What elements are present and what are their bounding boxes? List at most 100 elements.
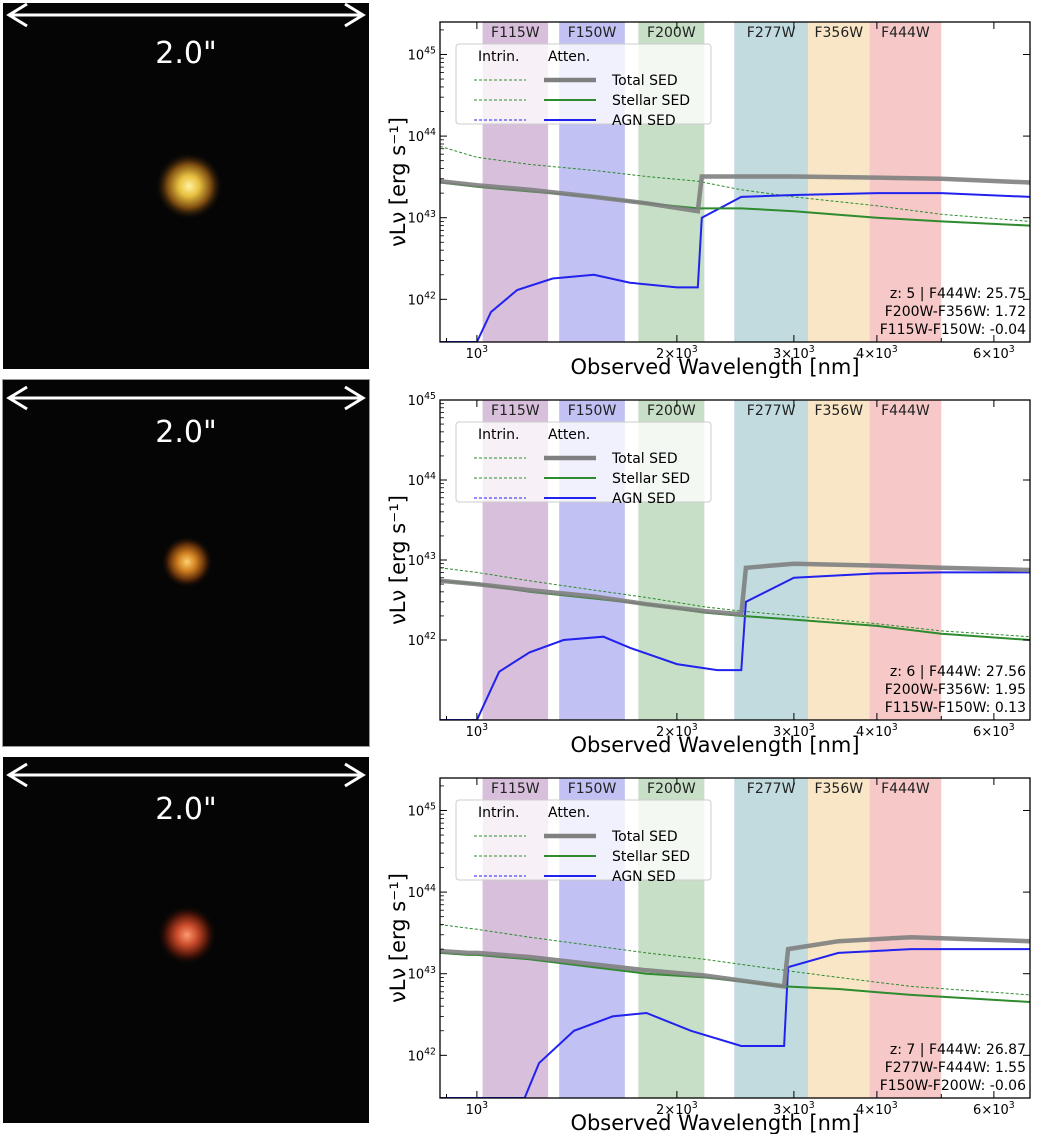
series-total-sed-attenuated: [440, 934, 1030, 989]
x-tick-label: 4×103: [856, 1100, 898, 1118]
scale-label: 2.0": [155, 36, 217, 71]
y-tick-label: 1043: [408, 551, 436, 569]
x-tick-label: 2×103: [656, 722, 698, 740]
legend: Intrin. Atten. Total SED Stellar SED AGN SED: [455, 799, 712, 885]
filter-label-f150w: F150W: [568, 403, 617, 419]
x-tick-label: 103: [466, 722, 489, 740]
annotation-line: z: 6 | F444W: 27.56: [890, 664, 1026, 680]
y-tick-label: 1043: [408, 209, 436, 227]
filter-band-f356w: [807, 400, 870, 720]
filter-band-f356w: [807, 22, 870, 342]
legend-box: [455, 421, 712, 503]
sed-chart: F115W F150W F200W F277W F356W F444W 103 2×103 3×…: [386, 777, 1031, 1134]
x-axis-label: Observed Wavelength [nm]: [570, 355, 859, 378]
annotation-line: F277W-F444W: 1.55: [885, 1060, 1026, 1076]
x-tick-label: 4×103: [856, 344, 898, 362]
filter-label-f150w: F150W: [568, 781, 617, 797]
filter-label-f200w: F200W: [647, 781, 696, 797]
legend-header-intrinsic: Intrin.: [478, 805, 519, 821]
filter-label-f356w: F356W: [814, 781, 863, 797]
annotation-line: F150W-F200W: -0.06: [880, 1078, 1026, 1094]
x-tick-label: 2×103: [656, 344, 698, 362]
annotation-line: F115W-F150W: 0.13: [885, 700, 1026, 716]
filter-band-f277w: [734, 22, 808, 342]
x-tick-label: 3×103: [773, 1100, 815, 1118]
legend-label: Stellar SED: [612, 849, 690, 865]
y-tick-label: 1044: [408, 883, 436, 901]
source-blob: [157, 905, 217, 965]
y-tick-label: 1045: [408, 802, 436, 820]
filter-label-f356w: F356W: [814, 25, 863, 41]
x-tick-label: 103: [466, 1100, 489, 1118]
scale-arrow: [6, 385, 366, 411]
filter-label-f200w: F200W: [647, 25, 696, 41]
plot-frame: [439, 777, 1031, 1099]
filter-label-f356w: F356W: [814, 403, 863, 419]
cutout-image-z7: 2.0": [3, 757, 369, 1123]
annotation-line: z: 7 | F444W: 26.87: [890, 1042, 1026, 1058]
sed-chart: F115W F150W F200W F277W F356W F444W 103 2×103 3×…: [386, 391, 1031, 756]
legend: Intrin. Atten. Total SED Stellar SED AGN SED: [455, 421, 712, 507]
legend-label: AGN SED: [612, 113, 676, 129]
legend-label: Total SED: [611, 451, 678, 467]
source-blob: [155, 152, 223, 220]
cutout-image-z6: 2.0": [2, 379, 370, 747]
series-agn-sed-attenuated: [440, 948, 1030, 1098]
filter-label-f200w: F200W: [647, 403, 696, 419]
legend-box: [455, 799, 712, 881]
annotation-line: F200W-F356W: 1.72: [885, 304, 1026, 320]
series-group: [440, 561, 1030, 720]
x-tick-label: 2×103: [656, 1100, 698, 1118]
y-axis-label: νLν [erg s⁻¹]: [386, 117, 410, 247]
legend-header-intrinsic: Intrin.: [478, 49, 519, 65]
series-total-sed-attenuated: [440, 174, 1030, 214]
legend-label: Total SED: [611, 829, 678, 845]
x-tick-label: 6×103: [973, 344, 1015, 362]
filter-label-f150w: F150W: [568, 25, 617, 41]
filter-label-f444w: F444W: [881, 781, 930, 797]
filter-band-f277w: [734, 400, 808, 720]
series-agn-sed-attenuated: [440, 571, 1030, 720]
filter-label-f444w: F444W: [881, 403, 930, 419]
x-tick-label: 6×103: [973, 722, 1015, 740]
x-tick-label: 4×103: [856, 722, 898, 740]
annotation-line: F115W-F150W: -0.04: [880, 322, 1026, 338]
y-tick-label: 1044: [408, 471, 436, 489]
filter-label-f277w: F277W: [747, 781, 796, 797]
annotation-line: F200W-F356W: 1.95: [885, 682, 1026, 698]
plot-frame: [439, 21, 1031, 343]
y-tick-label: 1045: [408, 391, 436, 409]
y-tick-label: 1044: [408, 127, 436, 145]
series-total-sed-attenuated: [440, 561, 1030, 617]
y-tick-label: 1042: [408, 631, 436, 649]
legend-header-intrinsic: Intrin.: [478, 427, 519, 443]
series-agn-sed-attenuated: [440, 192, 1030, 342]
x-tick-label: 3×103: [773, 722, 815, 740]
x-tick-label: 3×103: [773, 344, 815, 362]
series-stellar-sed-intrinsic: [440, 567, 1030, 638]
x-axis-label: Observed Wavelength [nm]: [570, 1111, 859, 1134]
sed-chart: F115W F150W F200W F277W F356W F444W 103 2×103 3×…: [386, 21, 1031, 378]
source-blob: [161, 536, 213, 588]
legend: Intrin. Atten. Total SED Stellar SED AGN SED: [455, 43, 712, 129]
legend-header-attenuated: Atten.: [548, 805, 590, 821]
legend-label: AGN SED: [612, 491, 676, 507]
y-tick-label: 1043: [408, 965, 436, 983]
y-tick-label: 1042: [408, 290, 436, 308]
legend-label: AGN SED: [612, 869, 676, 885]
filter-band-f277w: [734, 778, 808, 1098]
legend-header-attenuated: Atten.: [548, 427, 590, 443]
filter-label-f115w: F115W: [491, 781, 540, 797]
legend-label: Total SED: [611, 73, 678, 89]
scale-arrow: [6, 762, 366, 788]
series-group: [440, 924, 1030, 1098]
x-tick-label: 103: [466, 344, 489, 362]
series-stellar-sed-intrinsic: [440, 924, 1030, 996]
filter-label-f115w: F115W: [491, 403, 540, 419]
y-axis-label: νLν [erg s⁻¹]: [386, 495, 410, 625]
legend-header-attenuated: Atten.: [548, 49, 590, 65]
filter-band-f444w: [869, 400, 942, 720]
legend-box: [455, 43, 712, 125]
annotation-line: z: 5 | F444W: 25.75: [890, 286, 1026, 302]
x-axis-label: Observed Wavelength [nm]: [570, 733, 859, 756]
